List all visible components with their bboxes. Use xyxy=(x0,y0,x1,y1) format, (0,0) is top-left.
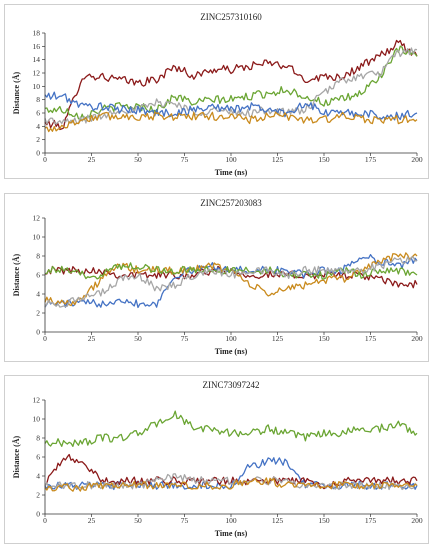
y-tick-label: 4 xyxy=(36,122,40,131)
series-line-3 xyxy=(44,47,418,125)
y-tick-label: 2 xyxy=(36,135,40,144)
x-tick-label: 125 xyxy=(272,334,284,343)
y-tick-label: 0 xyxy=(36,328,40,337)
x-tick-label: 150 xyxy=(318,516,330,525)
series-line-2 xyxy=(44,45,418,121)
x-tick-label: 200 xyxy=(411,516,423,525)
y-tick-label: 10 xyxy=(33,82,41,91)
chart-title: ZINC257310160 xyxy=(200,12,262,22)
x-tick-label: 0 xyxy=(43,155,47,164)
x-tick-label: 100 xyxy=(225,516,237,525)
x-tick-label: 150 xyxy=(318,155,330,164)
x-tick-label: 175 xyxy=(365,516,377,525)
series-line-5 xyxy=(44,256,418,308)
y-tick-label: 6 xyxy=(36,453,40,462)
x-tick-label: 50 xyxy=(134,155,142,164)
y-tick-label: 10 xyxy=(33,233,41,242)
x-axis-label: Time (ns) xyxy=(215,168,248,177)
y-tick-label: 12 xyxy=(33,396,41,405)
chart-title: ZINC73097242 xyxy=(203,380,260,390)
chart-title: ZINC257203083 xyxy=(200,198,262,208)
y-tick-label: 16 xyxy=(33,42,41,51)
chart-panel-2: ZINC257203083 0 25 50 75 100 125 150 175 200 0 2 4 6 8… xyxy=(4,193,429,362)
y-tick-label: 8 xyxy=(36,95,40,104)
x-tick-label: 50 xyxy=(134,516,142,525)
y-axis-label: Distance (Å) xyxy=(12,435,21,478)
y-tick-label: 10 xyxy=(33,415,41,424)
y-tick-label: 12 xyxy=(33,214,41,223)
series-line-4 xyxy=(44,473,418,491)
x-tick-label: 25 xyxy=(88,155,96,164)
y-tick-label: 12 xyxy=(33,69,41,78)
x-tick-label: 25 xyxy=(88,516,96,525)
y-tick-label: 8 xyxy=(36,434,40,443)
series-line-5 xyxy=(44,111,418,133)
y-tick-label: 4 xyxy=(36,472,40,481)
x-tick-label: 0 xyxy=(43,334,47,343)
series-line-4 xyxy=(44,262,418,280)
x-tick-label: 125 xyxy=(272,516,284,525)
x-tick-label: 75 xyxy=(181,334,189,343)
y-tick-label: 0 xyxy=(36,149,40,158)
y-tick-label: 6 xyxy=(36,271,40,280)
x-tick-label: 0 xyxy=(43,516,47,525)
chart-svg-1: ZINC257310160 0 25 50 75 100 125 150 175 200 0 2 4 6 8… xyxy=(12,12,423,177)
series-line-1 xyxy=(44,410,418,448)
y-tick-label: 4 xyxy=(36,290,40,299)
y-axis-label: Distance (Å) xyxy=(12,253,21,296)
x-tick-label: 75 xyxy=(181,155,189,164)
chart-panel-3: ZINC73097242 0 25 50 75 100 125 150 175 200 0 2 4 6 8 1… xyxy=(4,375,429,544)
x-axis-label: Time (ns) xyxy=(215,347,248,356)
y-tick-label: 2 xyxy=(36,309,40,318)
x-axis-label: Time (ns) xyxy=(215,529,248,538)
x-tick-label: 175 xyxy=(365,334,377,343)
series-line-3 xyxy=(44,252,418,307)
x-tick-label: 175 xyxy=(365,155,377,164)
x-tick-label: 150 xyxy=(318,334,330,343)
y-tick-label: 6 xyxy=(36,109,40,118)
y-tick-label: 14 xyxy=(33,55,41,64)
chart-svg-2: ZINC257203083 0 25 50 75 100 125 150 175 200 0 2 4 6 8… xyxy=(12,198,423,356)
x-tick-label: 200 xyxy=(411,334,423,343)
y-tick-label: 2 xyxy=(36,491,40,500)
series-line-4 xyxy=(44,91,418,121)
x-tick-label: 125 xyxy=(272,155,284,164)
y-tick-label: 0 xyxy=(36,510,40,519)
y-tick-label: 18 xyxy=(33,29,41,38)
x-tick-label: 100 xyxy=(225,155,237,164)
x-tick-label: 75 xyxy=(181,516,189,525)
series-line-2 xyxy=(44,253,418,309)
x-tick-label: 50 xyxy=(134,334,142,343)
chart-svg-3: ZINC73097242 0 25 50 75 100 125 150 175 200 0 2 4 6 8 1… xyxy=(12,380,423,538)
chart-panel-1: ZINC257310160 0 25 50 75 100 125 150 175 200 0 2 4 6 8… xyxy=(4,4,429,179)
x-tick-label: 200 xyxy=(411,155,423,164)
series-line-1 xyxy=(44,39,418,131)
y-axis-label: Distance (Å) xyxy=(12,71,21,114)
y-tick-label: 8 xyxy=(36,252,40,261)
x-tick-label: 25 xyxy=(88,334,96,343)
series-line-5 xyxy=(44,477,418,492)
x-tick-label: 100 xyxy=(225,334,237,343)
